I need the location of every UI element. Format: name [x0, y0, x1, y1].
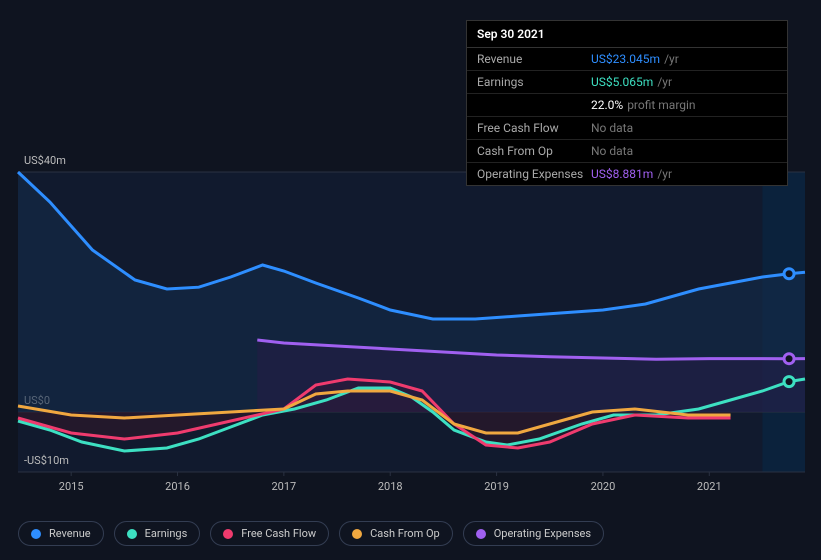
tooltip-panel: Sep 30 2021 RevenueUS$23.045m/yrEarnings…: [466, 20, 788, 186]
series-marker-operating_expenses: [784, 354, 794, 364]
tooltip-row-label: Free Cash Flow: [477, 121, 591, 135]
legend-dot-icon: [31, 529, 41, 539]
legend-item-earnings[interactable]: Earnings: [114, 521, 201, 546]
tooltip-row: 22.0% profit margin: [467, 94, 787, 117]
tooltip-row-suffix: /yr: [657, 167, 672, 181]
tooltip-row-label: [477, 98, 591, 112]
tooltip-row: EarningsUS$5.065m/yr: [467, 71, 787, 94]
series-marker-revenue: [784, 269, 794, 279]
tooltip-row-label: Cash From Op: [477, 144, 591, 158]
x-axis-label: 2017: [272, 480, 297, 493]
legend-item-free-cash-flow[interactable]: Free Cash Flow: [210, 521, 329, 546]
legend-item-revenue[interactable]: Revenue: [18, 521, 104, 546]
tooltip-row: Free Cash FlowNo data: [467, 117, 787, 140]
legend-item-label: Free Cash Flow: [241, 527, 316, 540]
x-axis-label: 2019: [484, 480, 509, 493]
legend-item-label: Cash From Op: [370, 527, 440, 540]
tooltip-row-value: US$8.881m: [591, 167, 653, 181]
legend-item-operating-expenses[interactable]: Operating Expenses: [463, 521, 604, 546]
tooltip-row: RevenueUS$23.045m/yr: [467, 48, 787, 71]
tooltip-row-suffix: /yr: [664, 52, 679, 66]
tooltip-row-label: Revenue: [477, 52, 591, 66]
x-axis-label: 2016: [165, 480, 190, 493]
legend-dot-icon: [127, 529, 137, 539]
legend-item-cash-from-op[interactable]: Cash From Op: [339, 521, 453, 546]
tooltip-row-value: 22.0%: [591, 98, 623, 112]
series-marker-earnings: [784, 377, 794, 387]
tooltip-row-label: Operating Expenses: [477, 167, 591, 181]
tooltip-row-value: US$5.065m: [591, 75, 653, 89]
tooltip-row-value: No data: [591, 144, 633, 158]
tooltip-header: Sep 30 2021: [467, 21, 787, 48]
legend-dot-icon: [223, 529, 233, 539]
legend-item-label: Revenue: [49, 527, 91, 540]
tooltip-row-suffix: profit margin: [627, 98, 695, 112]
legend-dot-icon: [476, 529, 486, 539]
tooltip-row-value: US$23.045m: [591, 52, 660, 66]
y-axis-label: US$40m: [24, 154, 66, 167]
x-axis-label: 2018: [378, 480, 403, 493]
legend: Revenue Earnings Free Cash Flow Cash From O…: [18, 521, 604, 546]
tooltip-row-suffix: /yr: [657, 75, 672, 89]
tooltip-row-value: No data: [591, 121, 633, 135]
x-axis-label: 2015: [59, 480, 84, 493]
legend-dot-icon: [352, 529, 362, 539]
x-axis-label: 2020: [591, 480, 616, 493]
x-axis-label: 2021: [697, 480, 722, 493]
legend-item-label: Operating Expenses: [494, 527, 591, 540]
legend-item-label: Earnings: [145, 527, 188, 540]
tooltip-row: Cash From OpNo data: [467, 140, 787, 163]
tooltip-row: Operating ExpensesUS$8.881m/yr: [467, 163, 787, 185]
y-axis-label: -US$10m: [24, 454, 69, 467]
tooltip-row-label: Earnings: [477, 75, 591, 89]
